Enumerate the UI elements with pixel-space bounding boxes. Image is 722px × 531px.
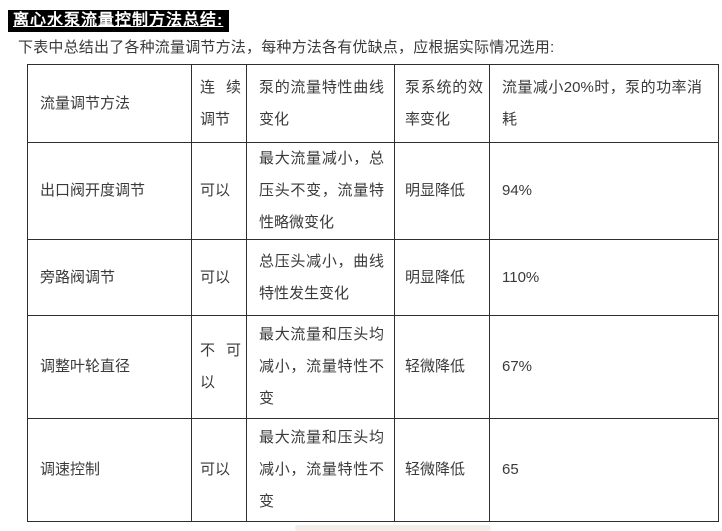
horizontal-scrollbar-thumb[interactable] [295, 525, 491, 531]
cell-power: 67% [489, 315, 719, 419]
flow-control-methods-table: 流量调节方法 连续调节 泵的流量特性曲线变化 泵系统的效率变化 流量减小20%时… [27, 64, 719, 522]
cell-power: 65 [489, 418, 719, 522]
cell-continuous: 可以 [191, 418, 247, 522]
cell-method: 旁路阀调节 [27, 239, 192, 316]
cell-method: 出口阀开度调节 [27, 142, 192, 240]
cell-efficiency: 轻微降低 [394, 315, 490, 419]
column-header-method: 流量调节方法 [27, 64, 192, 143]
cell-curve-change: 最大流量和压头均减小，流量特性不变 [246, 315, 395, 419]
cell-curve-change: 最大流量减小，总压头不变，流量特性略微变化 [246, 142, 395, 240]
page-title: 离心水泵流量控制方法总结: [8, 10, 230, 32]
column-header-efficiency-change: 泵系统的效率变化 [394, 64, 490, 143]
cell-efficiency: 轻微降低 [394, 418, 490, 522]
cell-curve-change: 总压头减小，曲线特性发生变化 [246, 239, 395, 316]
cell-continuous: 可以 [191, 239, 247, 316]
cell-efficiency: 明显降低 [394, 239, 490, 316]
cell-continuous: 不可以 [191, 315, 247, 419]
cell-method: 调速控制 [27, 418, 192, 522]
column-header-power-consumption: 流量减小20%时，泵的功率消耗 [489, 64, 719, 143]
column-header-continuous-adjust: 连续调节 [191, 64, 247, 143]
table-row: 旁路阀调节 可以 总压头减小，曲线特性发生变化 明显降低 110% [27, 239, 719, 316]
table-row: 调速控制 可以 最大流量和压头均减小，流量特性不变 轻微降低 65 [27, 418, 719, 522]
table-header-row: 流量调节方法 连续调节 泵的流量特性曲线变化 泵系统的效率变化 流量减小20%时… [27, 64, 719, 143]
cell-continuous: 可以 [191, 142, 247, 240]
table-row: 出口阀开度调节 可以 最大流量减小，总压头不变，流量特性略微变化 明显降低 94… [27, 142, 719, 240]
cell-curve-change: 最大流量和压头均减小，流量特性不变 [246, 418, 395, 522]
intro-text: 下表中总结出了各种流量调节方法，每种方法各有优缺点，应根据实际情况选用: [18, 39, 555, 56]
column-header-curve-change: 泵的流量特性曲线变化 [246, 64, 395, 143]
cell-power: 110% [489, 239, 719, 316]
table-row: 调整叶轮直径 不可以 最大流量和压头均减小，流量特性不变 轻微降低 67% [27, 315, 719, 419]
cell-method: 调整叶轮直径 [27, 315, 192, 419]
cell-efficiency: 明显降低 [394, 142, 490, 240]
cell-power: 94% [489, 142, 719, 240]
